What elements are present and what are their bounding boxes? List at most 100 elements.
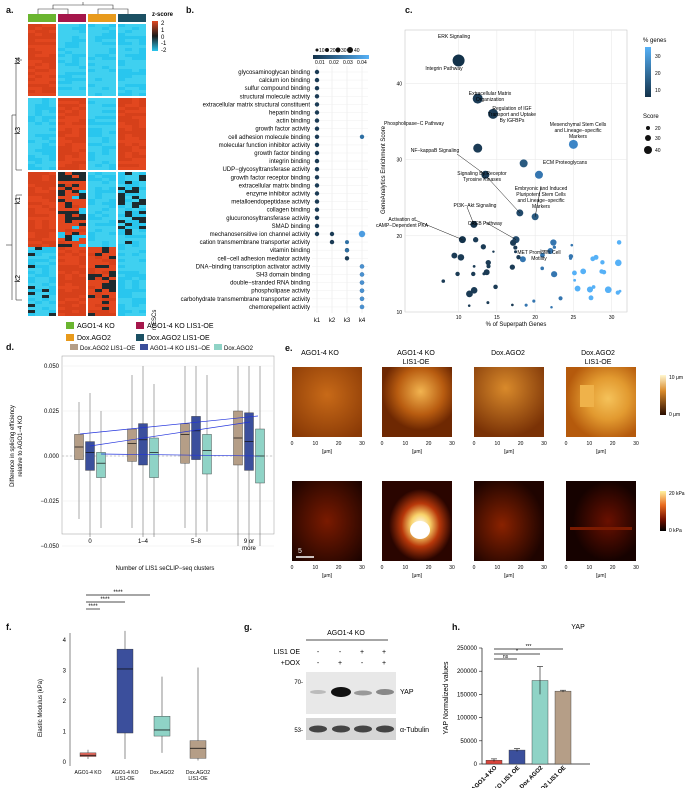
heatmap-cell	[65, 301, 72, 304]
heatmap-cell	[132, 69, 139, 72]
heatmap-cell	[102, 211, 109, 214]
heatmap-cell	[42, 298, 49, 301]
heatmap-cell	[28, 274, 35, 277]
heatmap-cell	[125, 187, 132, 190]
heatmap-cell	[88, 66, 95, 69]
heatmap-cell	[28, 39, 35, 42]
heatmap-cell	[79, 259, 86, 262]
heatmap-cell	[65, 295, 72, 298]
heatmap-cell	[49, 259, 56, 262]
heatmap-cell	[79, 187, 86, 190]
go-dot	[344, 256, 350, 261]
afm-title: LIS1-OE	[585, 359, 612, 366]
heatmap-cell	[49, 175, 56, 178]
box	[85, 441, 95, 471]
heatmap-cell	[109, 98, 116, 101]
heatmap-cell	[139, 39, 146, 42]
heatmap-cell	[65, 265, 72, 268]
heatmap-cell	[72, 84, 79, 87]
heatmap-cell	[28, 33, 35, 36]
heatmap-cell	[28, 280, 35, 283]
heatmap-cell	[88, 27, 95, 30]
heatmap-cell	[65, 149, 72, 152]
heatmap-cell	[118, 181, 125, 184]
heatmap-cell	[65, 116, 72, 119]
heatmap-cell	[102, 283, 109, 286]
heatmap-cell	[42, 193, 49, 196]
heatmap-cell	[88, 301, 95, 304]
heatmap-cell	[72, 178, 79, 181]
pathway-point	[472, 93, 483, 104]
y-tick: 250000	[457, 646, 478, 652]
heatmap-cell	[139, 33, 146, 36]
size-legend-tick: 10	[319, 48, 325, 54]
heatmap-cell	[109, 51, 116, 54]
heatmap-cell	[42, 253, 49, 256]
y-tick: 0.000	[44, 454, 60, 460]
heatmap-cell	[109, 262, 116, 265]
heatmap-cell	[88, 72, 95, 75]
heatmap-cell	[79, 152, 86, 155]
heatmap-cell	[58, 247, 65, 250]
heatmap-cell	[125, 119, 132, 122]
heatmap-cell	[65, 60, 72, 63]
go-dot	[314, 94, 320, 99]
heatmap-cell	[102, 51, 109, 54]
heatmap-cell	[35, 232, 42, 235]
cluster-k2: k2	[329, 318, 336, 324]
axis-tick: 30	[449, 441, 455, 447]
heatmap-cell	[49, 292, 56, 295]
heatmap-cell	[132, 199, 139, 202]
heatmap-cell	[65, 24, 72, 27]
heatmap-cell	[109, 178, 116, 181]
heatmap-cell	[42, 134, 49, 137]
axis-unit: [μm]	[412, 573, 422, 579]
heatmap-cell	[58, 241, 65, 244]
pathway-point	[471, 271, 476, 277]
heatmap-cell	[58, 39, 65, 42]
heatmap-cell	[79, 143, 86, 146]
heatmap-cell	[95, 235, 102, 238]
heatmap-cell	[95, 214, 102, 217]
heatmap-cell	[35, 60, 42, 63]
heatmap-cell	[58, 78, 65, 81]
heatmap-cell	[88, 101, 95, 104]
axis-tick: 20	[518, 441, 524, 447]
heatmap-cell	[49, 223, 56, 226]
x-tick: 10	[456, 315, 462, 321]
heatmap-cell	[109, 128, 116, 131]
afm-title: LIS1-OE	[403, 359, 430, 366]
heatmap-cell	[79, 205, 86, 208]
heatmap-cell	[72, 131, 79, 134]
heatmap-cell	[109, 223, 116, 226]
heatmap-cell	[102, 125, 109, 128]
heatmap-cell	[42, 280, 49, 283]
heatmap-cell	[58, 265, 65, 268]
heatmap-cell	[72, 259, 79, 262]
heatmap-cell	[88, 81, 95, 84]
heatmap-cell	[65, 298, 72, 301]
heatmap-cell	[95, 256, 102, 259]
heatmap-cell	[49, 250, 56, 253]
heatmap-cell	[79, 211, 86, 214]
heatmap-cell	[58, 238, 65, 241]
heatmap-cell	[118, 313, 125, 316]
pathway-point	[510, 239, 517, 246]
mark: -	[317, 649, 320, 656]
heatmap-cell	[58, 87, 65, 90]
heatmap-cell	[72, 90, 79, 93]
modulus-boxplot: **** **** **** Elastic Modulus (kPa) 432…	[38, 590, 210, 782]
heatmap-cell	[42, 274, 49, 277]
heatmap-cell	[49, 289, 56, 292]
heatmap-cell	[132, 119, 139, 122]
heatmap-cell	[35, 66, 42, 69]
heatmap-cell	[79, 202, 86, 205]
pathway-point	[558, 296, 563, 301]
heatmap-cell	[65, 48, 72, 51]
row-label-k4: k4	[15, 57, 22, 65]
heatmap-cell	[88, 277, 95, 280]
heatmap-cell	[49, 158, 56, 161]
heatmap-cell	[58, 57, 65, 60]
go-term-label: sulfur compound binding	[245, 86, 310, 92]
heatmap-cell	[72, 256, 79, 259]
